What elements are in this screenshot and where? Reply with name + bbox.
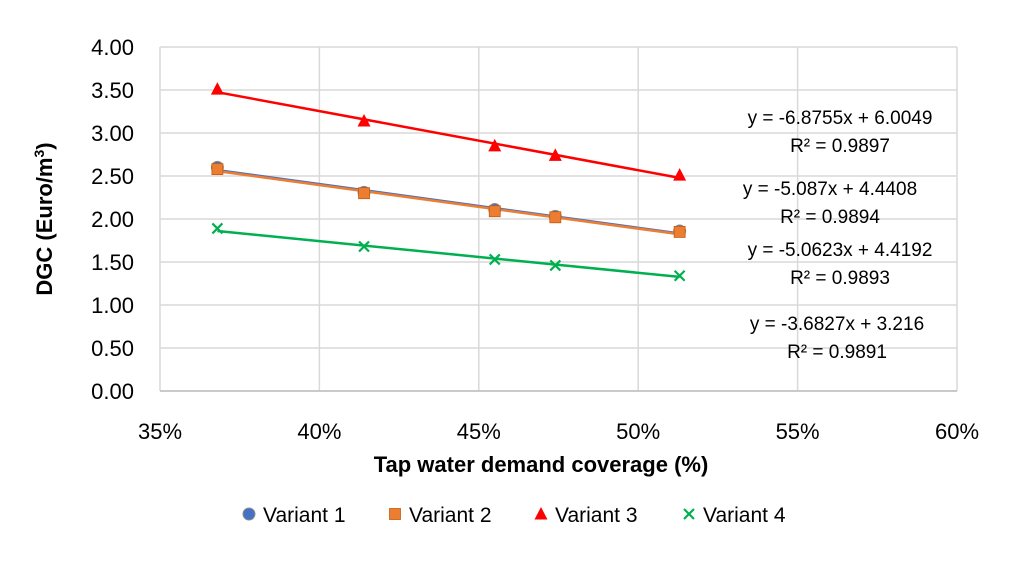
legend-marker-variant-1 [242,507,256,521]
variant-4-point-stroke-b [673,269,686,282]
legend-marker-variant-3 [534,507,548,520]
r-squared-variant-2: R² = 0.9893 [790,268,890,289]
x-tick-label: 55% [776,419,820,444]
y-tick-label: 0.50 [91,336,134,361]
variant-2-point [673,225,686,238]
variant-4-point [673,269,686,282]
x-tick-label: 35% [138,419,182,444]
variant-2-point [549,211,562,224]
y-tick-labels: 0.00 0.50 1.00 1.50 2.00 2.50 3.00 3.50 4.00 [91,35,134,404]
variant-4-point [211,222,224,235]
data-points [210,82,687,282]
equation-variant-2: y = -5.0623x + 4.4192 [748,240,933,261]
x-tick-labels: 35% 40% 45% 50% 55% 60% [138,419,979,444]
equation-variant-4: y = -3.6827x + 3.216 [750,314,924,335]
y-tick-label: 2.50 [91,164,134,189]
legend-label-variant-2: Variant 2 [409,504,492,527]
variant-2-point [488,205,501,218]
variant-3-point [673,168,687,181]
x-axis-title: Tap water demand coverage (%) [374,452,709,477]
trendline-equations: y = -6.8755x + 6.0049 R² = 0.9897 y = -5.0… [743,108,933,363]
variant-4-point [358,240,370,253]
x-tick-label: 40% [297,419,341,444]
variant-3-point [357,113,371,127]
y-tick-label: 3.50 [91,78,134,103]
variant-4-point-stroke-b [488,253,501,266]
variant-4-point [549,259,562,272]
trendline-variant-3 [217,90,680,180]
variant-3-point [488,138,502,152]
equation-variant-1: y = -5.087x + 4.4408 [743,179,917,200]
trendline-variant-2 [217,169,680,236]
variant-3-point [548,148,562,161]
y-tick-label: 0.00 [91,379,134,404]
r-squared-variant-1: R² = 0.9894 [780,207,880,228]
legend-marker-variant-4 [683,508,695,520]
x-tick-label: 50% [616,419,660,444]
legend-label-variant-3: Variant 3 [555,504,638,527]
y-tick-label: 1.00 [91,293,134,318]
variant-4-point-stroke-b [358,240,370,253]
y-tick-label: 2.00 [91,207,134,232]
y-axis-title: DGC (Euro/m3) [31,142,57,295]
y-axis-title-main: DGC (Euro/m [32,158,57,296]
variant-4-point-stroke-b [549,259,562,272]
variant-2-point [211,163,224,176]
y-tick-label: 1.50 [91,250,134,275]
x-tick-label: 60% [935,419,979,444]
variant-3-point [210,82,224,95]
y-tick-label: 4.00 [91,35,134,60]
legend-marker-variant-4-stroke-b [683,508,695,520]
legend: Variant 1 Variant 2 Variant 3 Variant 4 [242,504,786,527]
equation-variant-3: y = -6.8755x + 6.0049 [748,108,933,129]
legend-marker-variant-2 [389,508,401,520]
trendline-variant-4 [217,229,680,279]
trendlines [217,90,680,279]
x-tick-label: 45% [457,419,501,444]
y-axis-title-superscript: 3 [31,150,47,158]
y-axis-title-close: ) [32,142,57,149]
r-squared-variant-4: R² = 0.9891 [787,342,887,363]
variant-4-point [488,253,501,266]
r-squared-variant-3: R² = 0.9897 [790,136,890,157]
legend-label-variant-1: Variant 1 [263,504,346,527]
variant-2-point [358,187,370,200]
variant-4-point-stroke-b [211,222,224,235]
legend-label-variant-4: Variant 4 [703,504,786,527]
y-tick-label: 3.00 [91,121,134,146]
